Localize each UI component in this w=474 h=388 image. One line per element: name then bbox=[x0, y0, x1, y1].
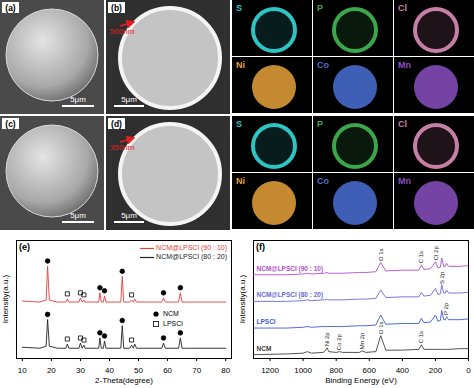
svg-text:P 2p: P 2p bbox=[443, 302, 449, 315]
svg-text:5μm: 5μm bbox=[70, 211, 86, 220]
svg-text:400: 400 bbox=[396, 366, 410, 375]
svg-text:S: S bbox=[236, 3, 242, 13]
svg-text:(a): (a) bbox=[5, 3, 16, 13]
svg-text:NCM: NCM bbox=[257, 345, 272, 352]
svg-text:5μm: 5μm bbox=[121, 211, 137, 220]
svg-text:Ni 2p: Ni 2p bbox=[324, 332, 330, 347]
svg-text:S: S bbox=[236, 119, 242, 129]
svg-text:Cl: Cl bbox=[398, 119, 407, 129]
svg-text:30: 30 bbox=[76, 366, 85, 375]
html-text:(e): (e) bbox=[19, 242, 30, 252]
svg-text:Mn: Mn bbox=[398, 176, 411, 186]
svg-text:O 1s: O 1s bbox=[378, 321, 384, 334]
html-text:Intensity(a.u.): Intensity(a.u.) bbox=[238, 274, 247, 324]
svg-text:20: 20 bbox=[47, 366, 56, 375]
svg-text:C 1s: C 1s bbox=[418, 251, 424, 263]
svg-text:Mn 2p: Mn 2p bbox=[359, 332, 365, 349]
svg-text:350nm: 350nm bbox=[110, 143, 135, 152]
svg-text:Co 2p: Co 2p bbox=[336, 333, 342, 350]
svg-text:40: 40 bbox=[105, 366, 114, 375]
svg-text:800: 800 bbox=[330, 366, 344, 375]
html-text:NCM@LPSCl (90 : 10): NCM@LPSCl (90 : 10) bbox=[156, 244, 227, 251]
svg-text:(c): (c) bbox=[5, 119, 16, 129]
svg-text:P: P bbox=[317, 3, 323, 13]
svg-text:5μm: 5μm bbox=[121, 95, 137, 104]
html-text:Intensity(a.u.): Intensity(a.u.) bbox=[1, 274, 10, 324]
svg-text:500nm: 500nm bbox=[110, 27, 135, 36]
svg-text:60: 60 bbox=[163, 366, 172, 375]
svg-text:10: 10 bbox=[18, 366, 27, 375]
svg-text:C 1s: C 1s bbox=[418, 331, 424, 343]
svg-text:(d): (d) bbox=[111, 119, 122, 129]
svg-text:Ni: Ni bbox=[236, 60, 245, 70]
svg-text:1200: 1200 bbox=[261, 366, 279, 375]
html-text:LPSCl: LPSCl bbox=[163, 320, 183, 327]
svg-text:200: 200 bbox=[429, 366, 443, 375]
svg-text:0: 0 bbox=[466, 366, 471, 375]
svg-text:600: 600 bbox=[363, 366, 377, 375]
svg-text:P: P bbox=[317, 119, 323, 129]
svg-text:80: 80 bbox=[221, 366, 230, 375]
svg-text:Mn: Mn bbox=[398, 60, 411, 70]
svg-text:NCM@LPSCl (90 : 10): NCM@LPSCl (90 : 10) bbox=[257, 265, 324, 273]
svg-text:Cl: Cl bbox=[398, 3, 407, 13]
svg-text:O 1s: O 1s bbox=[378, 248, 384, 261]
svg-text:50: 50 bbox=[134, 366, 143, 375]
html-text:NCM@LPSCl (80 : 20): NCM@LPSCl (80 : 20) bbox=[156, 253, 227, 260]
html-text:(f): (f) bbox=[256, 242, 265, 252]
svg-text:Cl 2p: Cl 2p bbox=[433, 246, 439, 261]
svg-text:LPSCl: LPSCl bbox=[257, 318, 276, 325]
svg-text:NCM@LPSCl (80 : 20): NCM@LPSCl (80 : 20) bbox=[257, 291, 324, 299]
svg-text:Binding Energy (eV): Binding Energy (eV) bbox=[325, 376, 397, 385]
svg-text:1000: 1000 bbox=[294, 366, 312, 375]
svg-text:5μm: 5μm bbox=[70, 95, 86, 104]
svg-text:S 2p: S 2p bbox=[439, 271, 445, 284]
svg-text:Co: Co bbox=[317, 60, 329, 70]
svg-text:Ni: Ni bbox=[236, 176, 245, 186]
svg-text:Co: Co bbox=[317, 176, 329, 186]
html-text:NCM: NCM bbox=[163, 310, 179, 317]
svg-text:70: 70 bbox=[192, 366, 201, 375]
svg-text:(b): (b) bbox=[111, 3, 122, 13]
svg-text:2-Theta(degree): 2-Theta(degree) bbox=[95, 376, 153, 385]
